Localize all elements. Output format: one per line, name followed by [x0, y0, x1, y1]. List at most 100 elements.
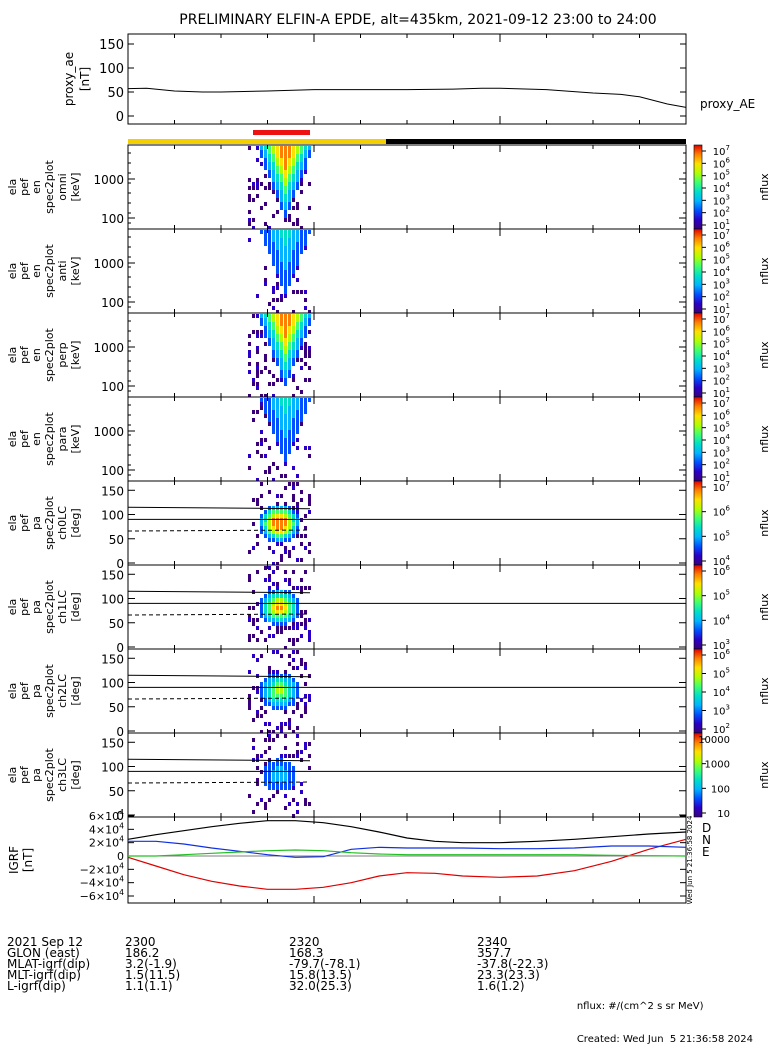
- spectrogram-cell: [288, 554, 291, 558]
- spectrogram-cell: [264, 454, 267, 458]
- spectrogram-cell: [292, 514, 295, 518]
- spectrogram-cell: [284, 286, 287, 290]
- spec2plot-ch1LC-ytick-label: 100: [101, 593, 124, 607]
- spectrogram-cell: [288, 326, 291, 330]
- spectrogram-cell: [264, 518, 267, 522]
- spectrogram-cell: [308, 182, 311, 186]
- spec2plot-para-cb-label: nflux: [758, 425, 771, 453]
- spectrogram-cell: [284, 530, 287, 534]
- spectrogram-cell: [300, 558, 303, 562]
- spectrogram-cell: [288, 726, 291, 730]
- spectrogram-cell: [284, 462, 287, 466]
- spectrogram-cell: [268, 410, 271, 414]
- spectrogram-cell: [260, 754, 263, 758]
- spectrogram-cell: [268, 682, 271, 686]
- spectrogram-cell: [276, 286, 279, 290]
- spectrogram-cell: [272, 306, 275, 310]
- spectrogram-cell: [268, 334, 271, 338]
- spectrogram-cell: [276, 158, 279, 162]
- spectrogram-cell: [276, 518, 279, 522]
- spec2plot-omni-cb-tick-label: 103: [713, 193, 730, 207]
- spectrogram-cell: [288, 762, 291, 766]
- spectrogram-cell: [256, 178, 259, 182]
- spectrogram-cell: [268, 778, 271, 782]
- ephemeris-value: 15.8(13.5): [289, 968, 352, 982]
- spectrogram-cell: [296, 262, 299, 266]
- spectrogram-cell: [296, 242, 299, 246]
- spectrogram-cell: [272, 262, 275, 266]
- spectrogram-cell: [256, 146, 259, 150]
- spectrogram-cell: [288, 614, 291, 618]
- spectrogram-cell: [300, 226, 303, 230]
- spectrogram-cell: [284, 206, 287, 210]
- spectrogram-cell: [284, 254, 287, 258]
- spec2plot-perp-ytick-label: 1000: [93, 341, 124, 355]
- spectrogram-cell: [280, 242, 283, 246]
- spectrogram-cell: [296, 162, 299, 166]
- spectrogram-cell: [280, 194, 283, 198]
- spectrogram-cell: [264, 686, 267, 690]
- spectrogram-cell: [304, 514, 307, 518]
- spectrogram-cell: [280, 246, 283, 250]
- spectrogram-cell: [296, 438, 299, 442]
- spectrogram-cell: [264, 402, 267, 406]
- spectrogram-cell: [276, 234, 279, 238]
- spectrogram-cell: [272, 182, 275, 186]
- spectrogram-cell: [292, 622, 295, 626]
- proxy-ae-ylabel: [nT]: [78, 67, 92, 91]
- spectrogram-cell: [292, 534, 295, 538]
- spec2plot-omni-cb-tick-label: 105: [713, 169, 730, 183]
- spectrogram-cell: [248, 634, 251, 638]
- spectrogram-cell: [252, 198, 255, 202]
- spectrogram-cell: [264, 638, 267, 642]
- spec2plot-ch0LC-cb-tick-label: 106: [713, 505, 731, 519]
- spectrogram-cell: [280, 522, 283, 526]
- spectrogram-cell: [288, 606, 291, 610]
- spectrogram-cell: [272, 650, 275, 654]
- spectrogram-cell: [284, 486, 287, 490]
- spectrogram-cell: [300, 190, 303, 194]
- spectrogram-cell: [248, 706, 251, 710]
- spectrogram-cell: [268, 670, 271, 674]
- spectrogram-cell: [256, 498, 259, 502]
- spectrogram-cell: [288, 174, 291, 178]
- spectrogram-cell: [272, 146, 275, 150]
- spec2plot-ch1LC-colorbar: [693, 564, 703, 650]
- spectrogram-cell: [300, 422, 303, 426]
- spectrogram-cell: [292, 250, 295, 254]
- spectrogram-cell: [296, 202, 299, 206]
- spectrogram-cell: [272, 350, 275, 354]
- spectrogram-cell: [252, 738, 255, 742]
- igrf-series-D: [127, 838, 687, 890]
- spectrogram-cell: [276, 786, 279, 790]
- spectrogram-cell: [308, 494, 311, 498]
- spec2plot-para-frame: [127, 396, 687, 482]
- spectrogram-cell: [280, 146, 283, 150]
- spec2plot-anti-ylabel: spec2plot: [43, 244, 56, 298]
- spectrogram-cell: [276, 566, 279, 570]
- spec2plot-omni-cb-label: nflux: [758, 173, 771, 201]
- spectrogram-cell: [272, 598, 275, 602]
- spectrogram-cell: [292, 154, 295, 158]
- spectrogram-cell: [252, 330, 255, 334]
- spectrogram-cell: [276, 154, 279, 158]
- spectrogram-cell: [292, 314, 295, 318]
- spectrogram-cell: [276, 650, 279, 654]
- spectrogram-cell: [300, 234, 303, 238]
- spectrogram-cell: [264, 514, 267, 518]
- spectrogram-cell: [268, 526, 271, 530]
- spectrogram-cell: [272, 774, 275, 778]
- spectrogram-cell: [248, 670, 251, 674]
- spectrogram-cell: [292, 778, 295, 782]
- spectrogram-cell: [304, 246, 307, 250]
- spectrogram-cell: [260, 706, 263, 710]
- spectrogram-cell: [252, 314, 255, 318]
- spec2plot-anti-cb-tick-label: 105: [713, 253, 730, 267]
- spectrogram-cell: [288, 610, 291, 614]
- spec2plot-para-cb-tick-label: 107: [713, 396, 730, 410]
- spectrogram-cell: [296, 398, 299, 402]
- spectrogram-cell: [280, 362, 283, 366]
- spectrogram-cell: [268, 678, 271, 682]
- spectrogram-cell: [260, 230, 263, 234]
- spectrogram-cell: [284, 262, 287, 266]
